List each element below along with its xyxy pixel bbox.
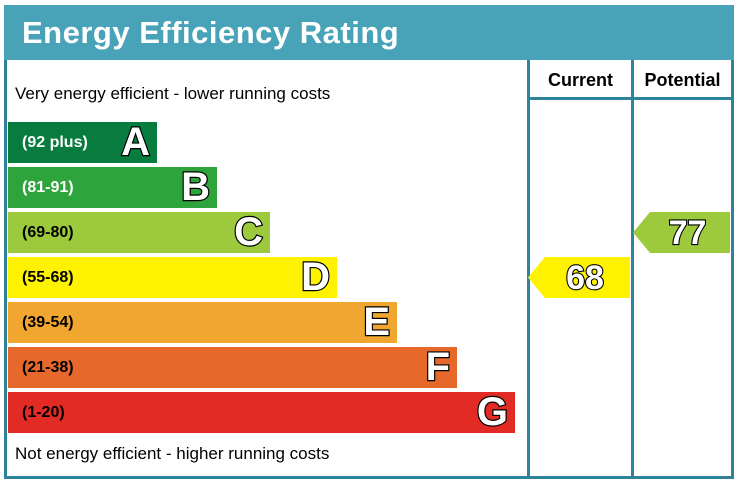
band-letter: A	[120, 119, 151, 164]
band-row-a: (92 plus) A	[8, 119, 157, 164]
top-note: Very energy efficient - lower running co…	[15, 84, 331, 103]
current-rating-value: 68	[565, 258, 605, 297]
band-letter: F	[424, 344, 451, 389]
band-row-e: (39-54) E	[8, 299, 397, 344]
band-range-label: (39-54)	[22, 313, 74, 331]
current-column-left-divider	[527, 60, 530, 476]
band-letter: E	[362, 299, 391, 344]
band-row-b: (81-91) B	[8, 164, 217, 209]
band-range-label: (92 plus)	[22, 133, 88, 151]
band-range-label: (21-38)	[22, 358, 74, 376]
bottom-note: Not energy efficient - higher running co…	[15, 444, 330, 463]
chart-body: Very energy efficient - lower running co…	[4, 60, 734, 479]
potential-column-left-divider	[631, 60, 634, 476]
band-letter: G	[476, 389, 510, 434]
band-letter: C	[233, 209, 264, 254]
band-letter: B	[180, 164, 211, 209]
band-range-label: (69-80)	[22, 223, 74, 241]
band-range-label: (55-68)	[22, 268, 74, 286]
potential-rating-value: 77	[667, 213, 707, 252]
band-range-label: (81-91)	[22, 178, 74, 196]
band-range-label: (1-20)	[22, 403, 65, 421]
band-row-g: (1-20) G	[8, 389, 515, 434]
current-column-header: Current	[547, 69, 613, 90]
band-row-d: (55-68) D	[8, 254, 337, 299]
current-rating-arrow: 68	[528, 257, 630, 298]
band-row-c: (69-80) C	[8, 209, 270, 254]
band-row-f: (21-38) F	[8, 344, 457, 389]
chart-header: Energy Efficiency Rating	[4, 5, 734, 60]
column-header-underline	[527, 97, 731, 100]
page-title: Energy Efficiency Rating	[22, 14, 400, 50]
band-letter: D	[300, 254, 331, 299]
potential-column-header: Potential	[644, 69, 721, 90]
potential-rating-arrow: 77	[633, 212, 730, 253]
